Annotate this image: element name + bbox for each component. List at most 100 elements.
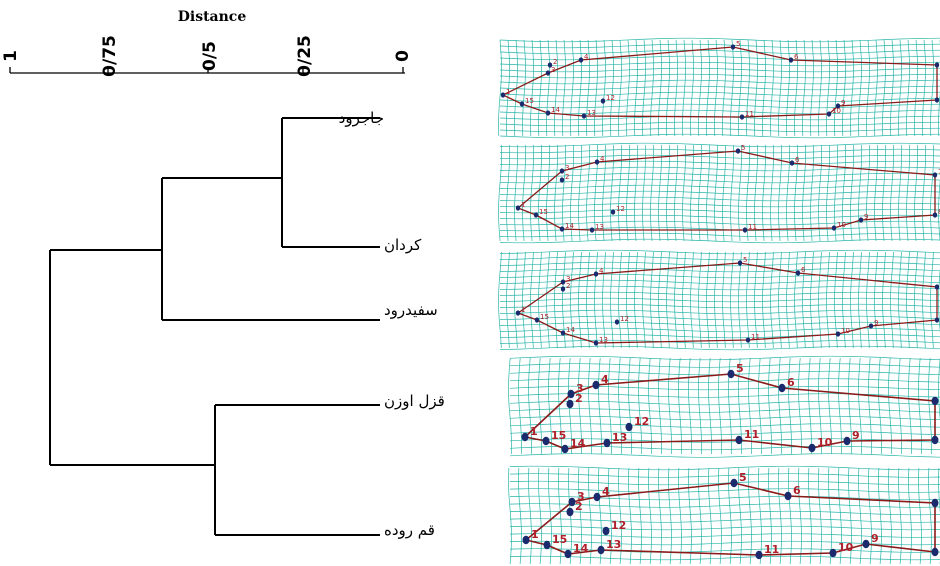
leaf-labels: جاجرود کردان سفیدرود قزل اوزن قم روده — [339, 109, 445, 539]
landmark-number: 12 — [620, 315, 629, 323]
grid-line-horizontal — [499, 85, 940, 91]
grid-line-vertical — [898, 251, 902, 349]
landmark-point — [568, 497, 576, 507]
grid-line-vertical — [798, 467, 802, 565]
landmark-point — [515, 205, 521, 211]
grid-line-horizontal — [499, 232, 940, 238]
grid-line-vertical — [868, 467, 872, 565]
landmark-number: 15 — [540, 313, 549, 321]
grid-line-vertical — [914, 251, 918, 349]
grid-line-horizontal — [499, 79, 940, 85]
grid-line-vertical — [898, 144, 902, 242]
grid-line-horizontal — [509, 415, 940, 421]
grid-line-vertical — [938, 179, 940, 242]
grid-line-vertical — [858, 39, 862, 137]
grid-line-vertical — [594, 251, 598, 349]
grid-line-vertical — [650, 39, 654, 137]
grid-line-vertical — [562, 144, 566, 242]
grid-line-vertical — [708, 467, 712, 565]
grid-line-vertical — [794, 144, 798, 242]
grid-line-vertical — [506, 144, 510, 242]
grid-line-vertical — [698, 251, 702, 349]
grid-line-vertical — [570, 251, 574, 349]
landmark-number: 1 — [531, 528, 539, 541]
grid-line-vertical — [608, 357, 612, 455]
grid-line-vertical — [538, 467, 542, 565]
landmark-number: 11 — [751, 333, 760, 341]
grid-line-vertical — [638, 467, 642, 565]
grid-line-vertical — [888, 357, 892, 455]
grid-line-vertical — [778, 144, 782, 242]
grid-line-vertical — [746, 144, 750, 242]
tick-label-075: 0/75 — [100, 35, 120, 77]
landmark-point — [829, 548, 837, 558]
grid-line-horizontal — [499, 291, 940, 297]
grid-line-vertical — [588, 467, 592, 565]
landmark-number: 10 — [817, 436, 833, 449]
grid-line-vertical — [658, 467, 662, 565]
grid-line-vertical — [506, 251, 510, 349]
grid-line-vertical — [578, 467, 582, 565]
grid-line-vertical — [642, 39, 646, 137]
landmark-number: 9 — [871, 532, 879, 545]
landmark-number: 15 — [539, 208, 548, 216]
grid-line-horizontal — [499, 97, 940, 103]
landmark-point — [534, 317, 540, 323]
landmark-number: 4 — [600, 155, 605, 163]
grid-line-vertical — [658, 357, 662, 455]
grid-line-horizontal — [499, 103, 940, 109]
landmark-number: 14 — [573, 542, 589, 555]
grid-line-horizontal — [499, 109, 940, 115]
grid-line-vertical — [722, 251, 726, 349]
landmark-point — [522, 535, 530, 545]
grid-line-vertical — [730, 251, 734, 349]
landmark-point — [843, 436, 851, 446]
grid-line-horizontal — [499, 55, 940, 61]
grid-line-vertical — [938, 268, 940, 334]
landmark-point — [858, 217, 864, 223]
landmark-point — [795, 270, 801, 276]
grid-line-vertical — [758, 467, 762, 565]
grid-line-vertical — [508, 467, 512, 565]
landmark-number: 2 — [575, 392, 583, 405]
landmark-point — [545, 110, 551, 116]
grid-line-horizontal — [499, 273, 940, 279]
grid-line-vertical — [548, 357, 552, 455]
grid-line-vertical — [928, 467, 932, 565]
grid-line-vertical — [826, 251, 830, 349]
grid-line-horizontal — [509, 503, 940, 508]
landmark-point — [789, 160, 795, 166]
grid-line-horizontal — [499, 214, 940, 220]
landmark-point — [515, 310, 521, 316]
grid-line-vertical — [794, 39, 798, 137]
landmark-number: 8 — [938, 208, 940, 216]
grid-line-horizontal — [509, 378, 940, 383]
grid-line-vertical — [918, 467, 922, 565]
grid-line-horizontal — [499, 255, 940, 261]
landmark-number: 15 — [551, 429, 566, 442]
grid-line-vertical — [738, 251, 742, 349]
grid-line-vertical — [770, 251, 774, 349]
grid-line-vertical — [698, 357, 702, 455]
grid-line-vertical — [530, 251, 534, 349]
grid-line-horizontal — [499, 61, 940, 67]
grid-line-vertical — [778, 357, 782, 455]
body-outline — [525, 482, 936, 556]
grid-line-vertical — [834, 39, 838, 137]
grid-line-vertical — [922, 39, 926, 137]
grid-line-vertical — [570, 144, 574, 242]
grid-line-vertical — [626, 144, 630, 242]
landmark-number: 5 — [736, 40, 740, 48]
grid-line-vertical — [930, 39, 934, 137]
grid-line-vertical — [786, 251, 790, 349]
grid-line-vertical — [518, 467, 522, 565]
landmark-number: 12 — [616, 205, 625, 213]
landmark-point — [934, 284, 940, 290]
grid-line-vertical — [866, 251, 870, 349]
body-outline — [524, 373, 936, 450]
landmark-point — [561, 444, 569, 454]
grid-line-horizontal — [499, 142, 940, 148]
landmark-point — [831, 225, 837, 231]
grid-line-vertical — [866, 39, 870, 137]
